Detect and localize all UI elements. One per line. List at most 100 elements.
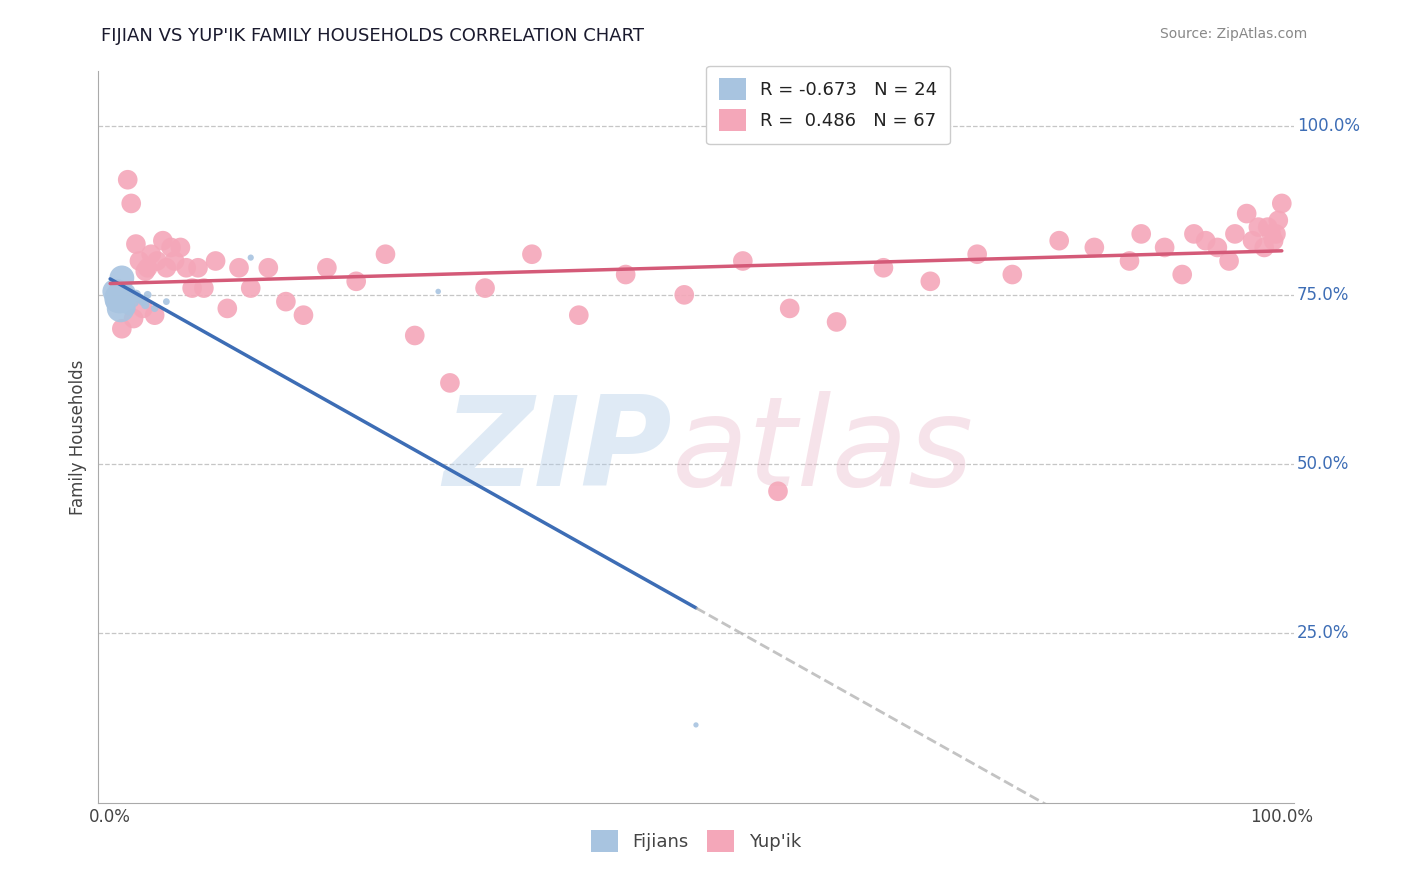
Point [316,260,339,275]
Point [217,301,239,316]
Text: 100.0%: 100.0% [1298,117,1360,135]
Point [474,281,496,295]
Point [108,291,131,305]
Text: 75.0%: 75.0% [1298,285,1350,304]
Point [257,260,280,275]
Point [120,196,142,211]
Point [1267,213,1289,227]
Point [614,268,637,282]
Point [141,247,163,261]
Point [1223,227,1246,241]
Point [1206,240,1229,254]
Point [114,294,136,309]
Point [105,294,128,309]
Point [155,260,177,275]
Point [1271,196,1294,211]
Point [105,288,128,302]
Point [1047,234,1070,248]
Point [439,376,461,390]
Point [568,308,591,322]
Point [169,240,191,254]
Point [1083,240,1105,254]
Point [112,288,135,302]
Point [174,260,197,275]
Point [1260,227,1282,241]
Point [1182,227,1205,241]
Legend: Fijians, Yup'ik: Fijians, Yup'ik [583,823,808,860]
Point [1257,220,1279,235]
Text: 25.0%: 25.0% [1298,624,1350,642]
Point [1241,234,1264,248]
Point [1171,268,1194,282]
Point [1118,254,1140,268]
Point [181,281,204,295]
Text: FIJIAN VS YUP'IK FAMILY HOUSEHOLDS CORRELATION CHART: FIJIAN VS YUP'IK FAMILY HOUSEHOLDS CORRE… [101,27,644,45]
Point [187,260,209,275]
Point [120,291,142,305]
Point [110,301,132,316]
Point [117,285,139,299]
Point [136,260,159,275]
Point [404,328,426,343]
Point [125,237,148,252]
Point [427,285,450,299]
Point [143,301,166,316]
Point [163,254,186,268]
Point [152,234,174,248]
Text: atlas: atlas [672,392,974,512]
Text: ZIP: ZIP [443,392,672,512]
Point [122,311,145,326]
Point [107,281,129,295]
Point [1236,206,1258,220]
Point [117,172,139,186]
Point [132,301,155,316]
Point [920,274,942,288]
Point [731,254,754,268]
Point [111,271,134,285]
Point [239,251,262,265]
Point [193,281,215,295]
Point [128,254,150,268]
Point [292,308,315,322]
Point [1265,227,1288,241]
Point [766,484,789,499]
Point [128,291,150,305]
Point [1130,227,1153,241]
Point [872,260,894,275]
Point [1247,220,1270,235]
Point [685,718,707,732]
Point [344,274,367,288]
Point [520,247,543,261]
Point [118,301,141,316]
Point [239,281,262,295]
Point [136,288,159,302]
Point [112,291,135,305]
Point [104,285,127,299]
Point [160,240,183,254]
Point [122,294,145,309]
Point [155,294,177,309]
Y-axis label: Family Households: Family Households [69,359,87,515]
Point [143,308,166,322]
Point [125,288,148,302]
Point [204,254,226,268]
Point [1253,240,1275,254]
Point [1001,268,1024,282]
Point [134,264,156,278]
Point [825,315,848,329]
Point [1153,240,1175,254]
Point [966,247,988,261]
Point [374,247,396,261]
Point [228,260,250,275]
Point [146,254,169,268]
Point [673,288,696,302]
Point [132,294,155,309]
Point [1195,234,1218,248]
Point [111,322,134,336]
Point [134,298,156,312]
Text: Source: ZipAtlas.com: Source: ZipAtlas.com [1160,27,1308,41]
Point [1218,254,1240,268]
Point [274,294,297,309]
Text: 50.0%: 50.0% [1298,455,1350,473]
Point [779,301,801,316]
